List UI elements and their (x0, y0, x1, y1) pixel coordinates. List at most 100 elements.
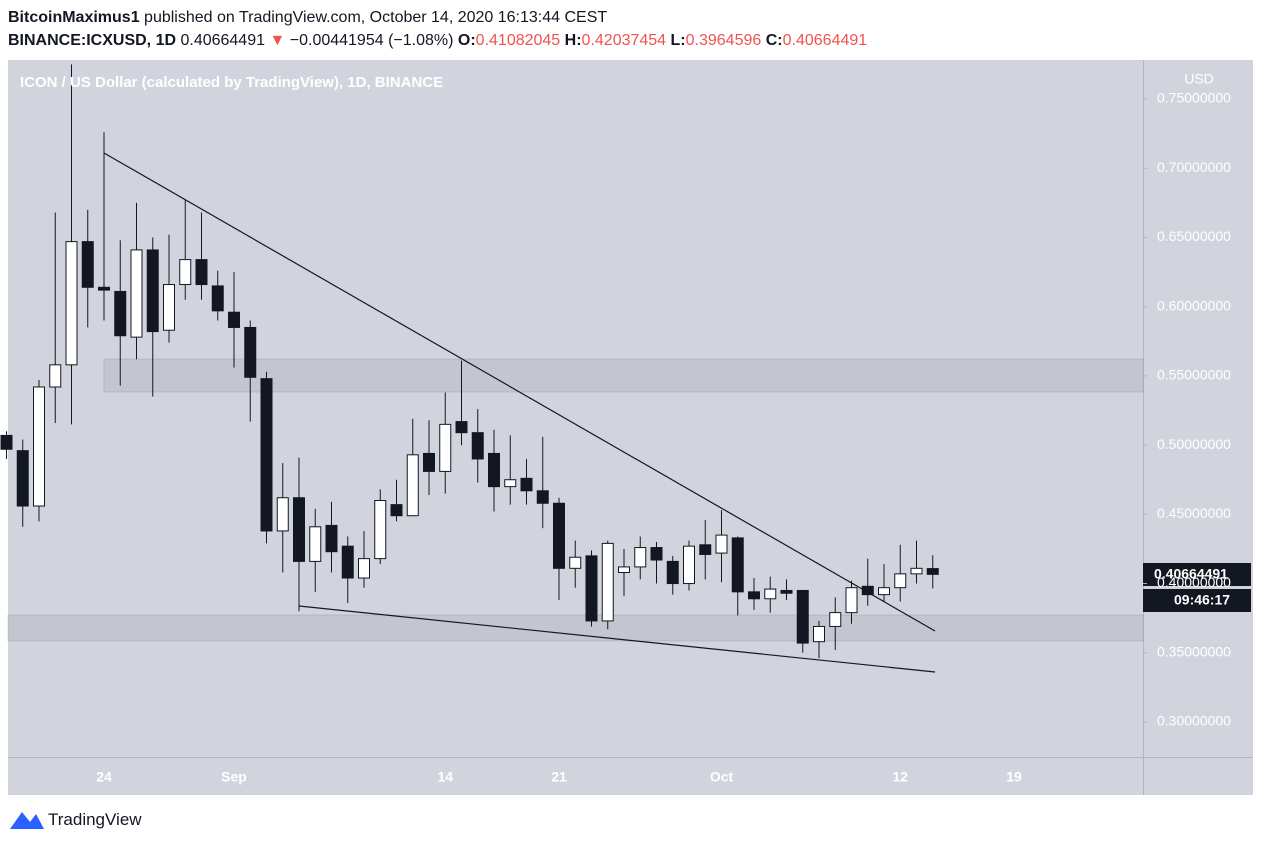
h-label: H: (564, 32, 582, 49)
candle-body (764, 588, 777, 600)
candle-body (601, 542, 614, 622)
x-tick-label: 12 (892, 769, 908, 785)
candle-body (65, 241, 78, 366)
candle-body (585, 555, 598, 622)
candle-body (569, 556, 582, 569)
tradingview-logo (10, 812, 44, 829)
candle-body (796, 589, 809, 644)
chart-subtitle: ICON / US Dollar (calculated by TradingV… (20, 74, 443, 91)
candle-body (0, 434, 13, 450)
y-tick-label: 0.35000000 (1157, 643, 1231, 659)
y-tick-label: 0.30000000 (1157, 713, 1231, 729)
resistance-zone (103, 358, 1144, 393)
support-zone (7, 614, 1144, 642)
candle-body (553, 502, 565, 569)
candle-body (276, 497, 289, 532)
y-axis-label: USD (1184, 71, 1214, 87)
y-tick-label: 0.50000000 (1157, 436, 1231, 452)
x-tick-label: 21 (551, 769, 567, 785)
candle-body (423, 452, 435, 472)
candle-body (33, 386, 45, 507)
countdown-box (1143, 589, 1251, 612)
countdown: 09:46:17 (1174, 592, 1230, 608)
candle-body (309, 526, 322, 562)
candle-body (650, 547, 663, 561)
candle-body (780, 589, 793, 594)
candle-body (81, 241, 94, 288)
candle-body (894, 573, 907, 589)
header: BitcoinMaximus1 published on TradingView… (8, 6, 867, 52)
candle-body (520, 477, 533, 492)
candle-body (683, 545, 695, 585)
candles (0, 64, 939, 659)
candle-body (504, 479, 517, 488)
candle-body (731, 537, 744, 593)
y-tick-label: 0.60000000 (1157, 297, 1231, 313)
candle-body (618, 566, 630, 573)
candle-body (49, 364, 62, 388)
last-price-box (1143, 563, 1251, 586)
change: −0.00441954 (−1.08%) (289, 32, 454, 49)
symbol: BINANCE:ICXUSD, 1D (8, 32, 177, 49)
candle-body (813, 625, 825, 643)
o-label: O: (457, 32, 476, 49)
x-tick-label: 19 (1006, 769, 1022, 785)
chart-background (8, 60, 1253, 795)
l-value: 0.3964596 (685, 32, 762, 49)
published: published on TradingView.com, October 14… (144, 9, 608, 26)
y-tick-label: 0.45000000 (1157, 505, 1231, 521)
candle-body (455, 421, 468, 434)
candle-body (374, 499, 387, 560)
y-tick-label: 0.55000000 (1157, 367, 1231, 383)
candle-body (114, 290, 127, 337)
candle-body (845, 587, 858, 614)
candle-body (293, 497, 305, 562)
y-tick-label: 0.65000000 (1157, 228, 1231, 244)
candle-body (926, 568, 939, 575)
y-tick-label: 0.70000000 (1157, 159, 1231, 175)
candle-body (244, 326, 257, 378)
c-label: C: (765, 32, 783, 49)
candle-body (179, 259, 192, 286)
x-tick-label: 24 (96, 769, 112, 785)
x-tick-label: Sep (221, 769, 247, 785)
author: BitcoinMaximus1 (8, 9, 140, 26)
lower-trendline (298, 605, 936, 673)
candle-body (98, 286, 110, 291)
down-arrow: ▼ (269, 32, 286, 49)
candle-body (390, 504, 403, 517)
candle-body (699, 544, 712, 555)
candle-body (130, 249, 143, 338)
candle-body (471, 432, 484, 460)
candle-body (211, 285, 224, 312)
y-tick-label: 0.75000000 (1157, 90, 1231, 106)
candle-body (195, 259, 208, 286)
candle-body (488, 452, 500, 488)
last-price: 0.40664491 (180, 32, 265, 49)
candle-body (536, 490, 549, 504)
candle-body (406, 454, 419, 517)
o-value: 0.41082045 (475, 32, 561, 49)
candle-body (829, 612, 842, 627)
c-value: 0.40664491 (782, 32, 868, 49)
candle-body (861, 585, 874, 596)
candle-body (16, 450, 29, 507)
x-tick-label: Oct (710, 769, 734, 785)
h-value: 0.42037454 (581, 32, 667, 49)
candle-body (163, 284, 175, 331)
candle-body (358, 558, 370, 579)
y-tick-label: 0.40000000 (1157, 574, 1231, 590)
candle-body (146, 249, 159, 333)
candle-body (341, 545, 354, 579)
candle-body (634, 547, 647, 568)
l-label: L: (670, 32, 686, 49)
last-price-label: 0.40664491 (1154, 566, 1228, 582)
candle-body (325, 524, 338, 553)
logo-icon (10, 812, 44, 829)
footer: TradingView (48, 810, 142, 829)
candle-body (439, 423, 452, 472)
candle-body (715, 534, 728, 554)
descending-trendline (103, 152, 936, 632)
